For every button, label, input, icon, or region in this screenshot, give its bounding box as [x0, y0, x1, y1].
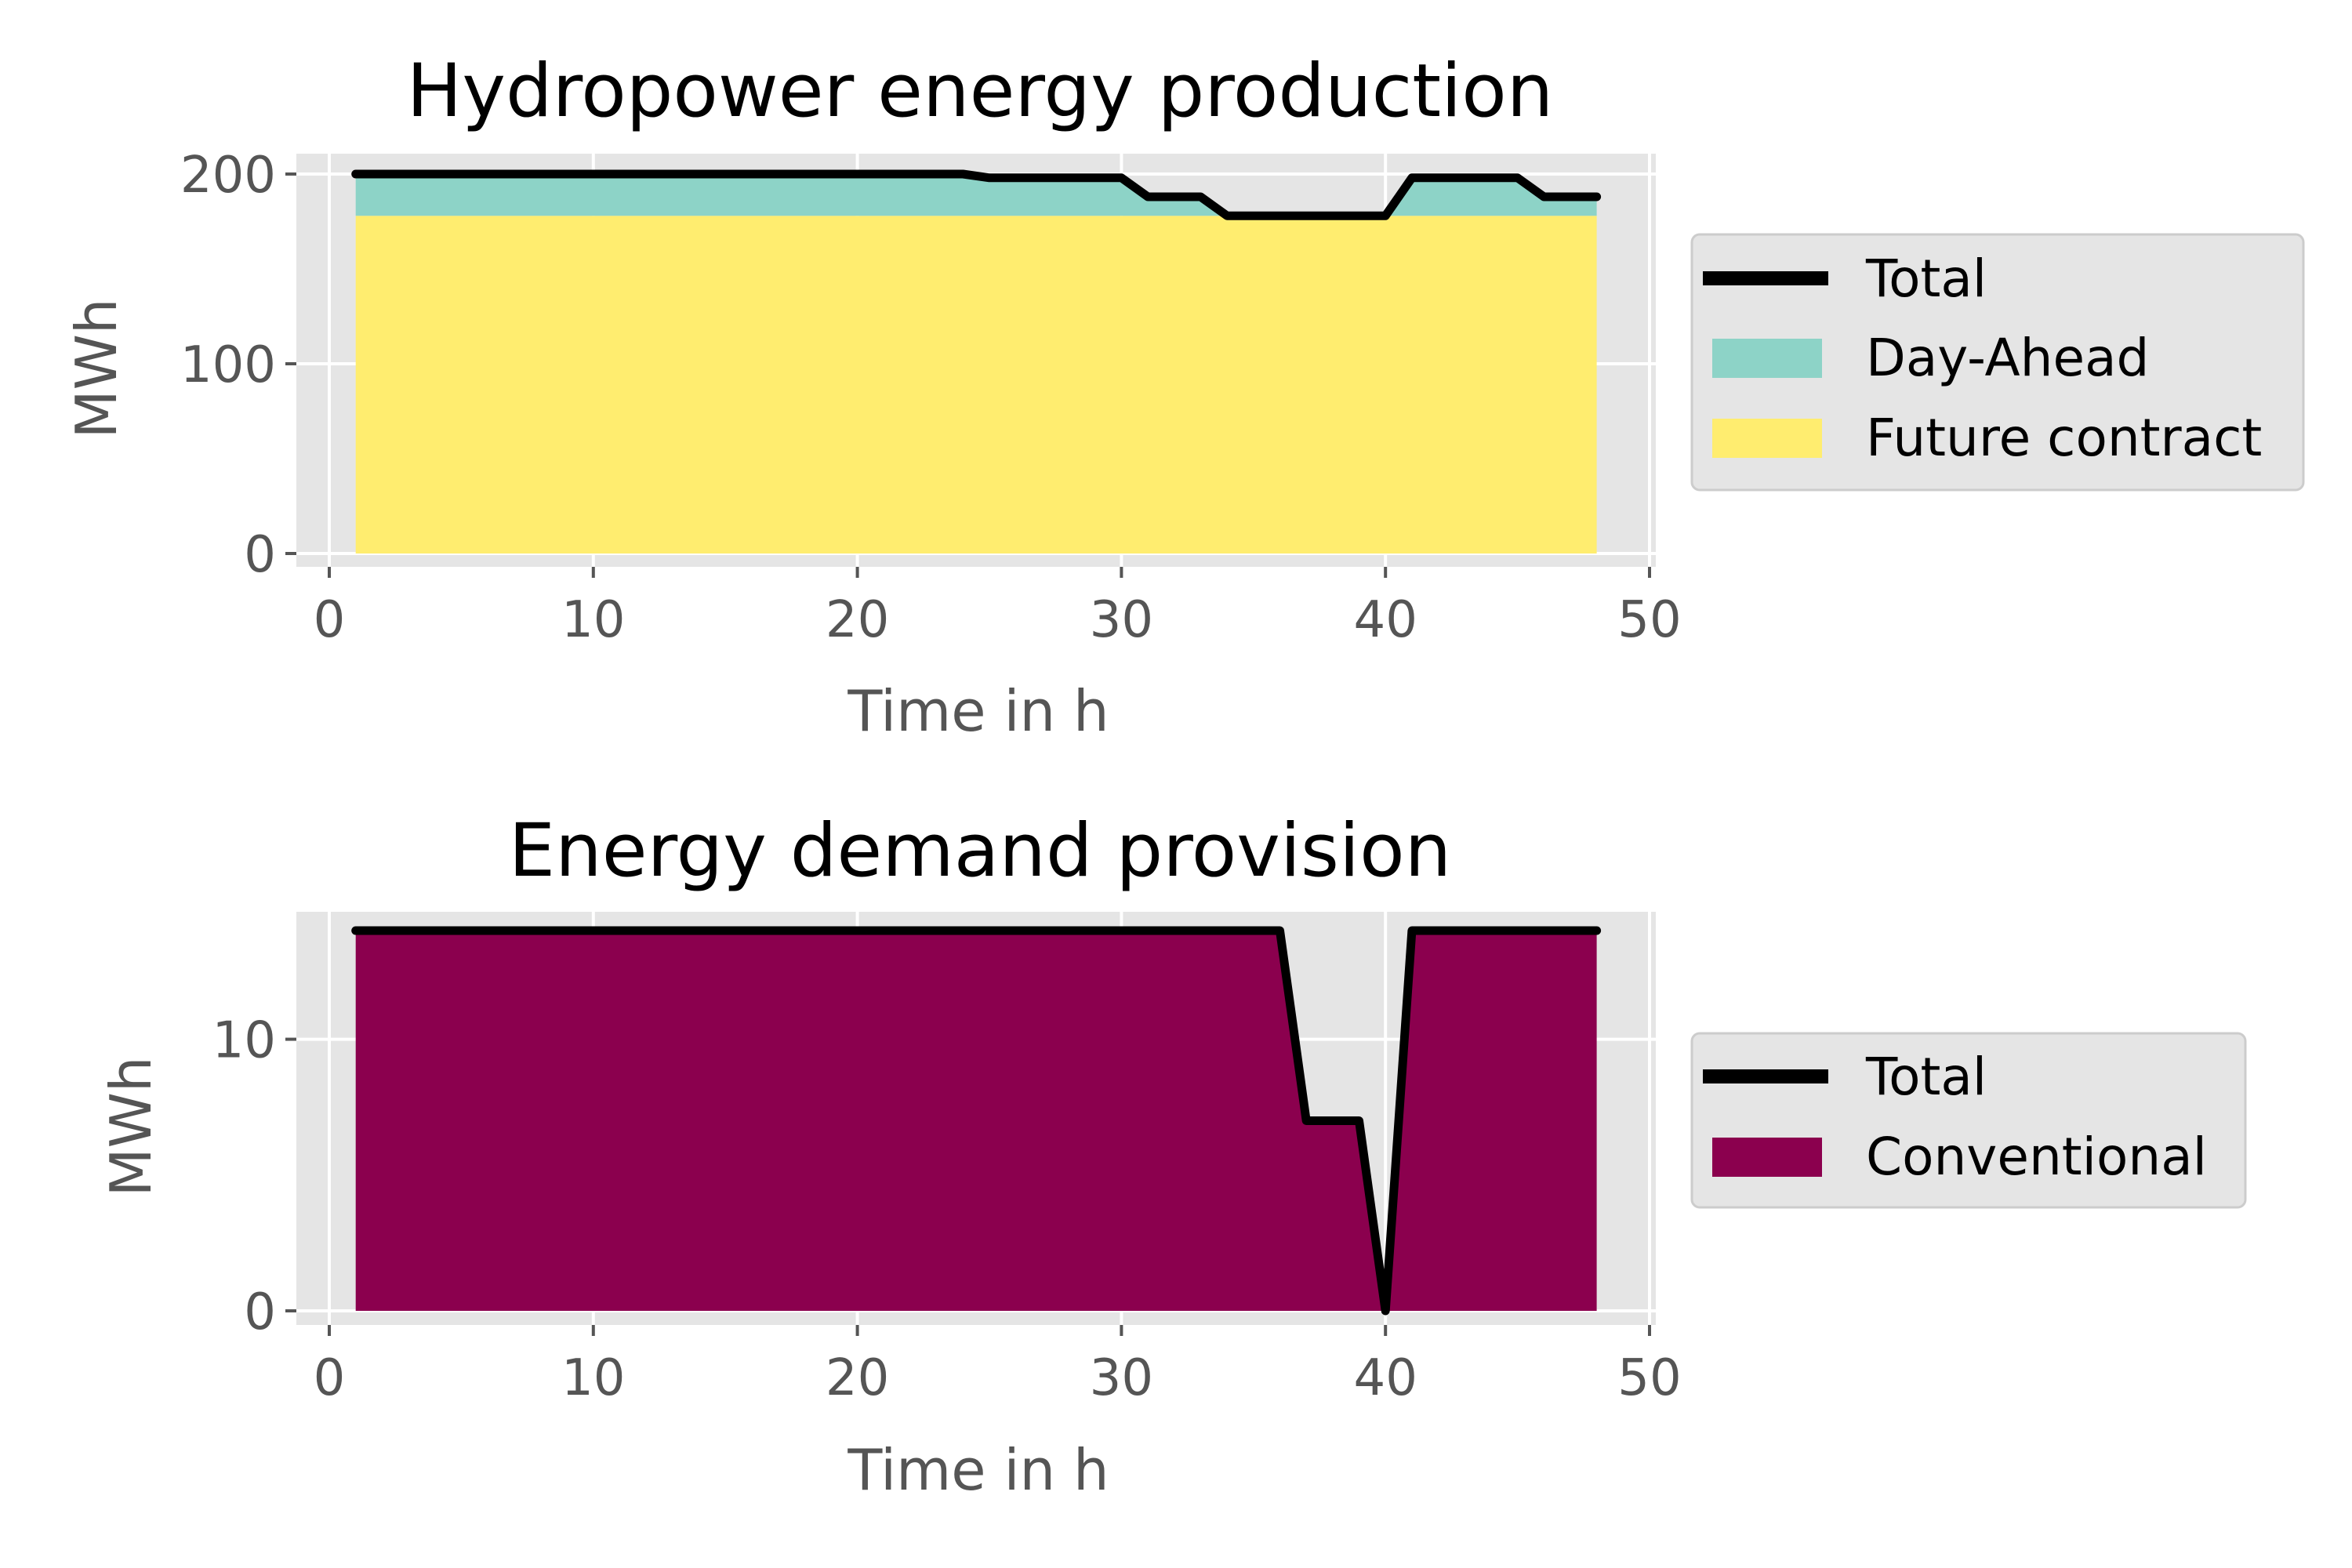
- area-future-contract: [355, 216, 1597, 554]
- y-axis: 0 10: [212, 1012, 296, 1341]
- x-axis: 0 10 20 30 40 50: [314, 567, 1682, 649]
- line-layer: [351, 926, 1602, 1316]
- legend-label-conventional: Conventional: [1866, 1127, 2207, 1187]
- x-tick-label: 0: [314, 591, 346, 649]
- legend: Total Conventional: [1690, 1032, 2247, 1209]
- x-tick-label: 20: [826, 1349, 889, 1407]
- x-axis-label: Time in h: [847, 678, 1109, 744]
- y-tick-label: 0: [244, 526, 276, 584]
- legend-swatch-future-contract: [1712, 419, 1822, 458]
- x-tick-label: 50: [1617, 591, 1681, 649]
- area-layer: [355, 174, 1597, 554]
- x-tick-label: 40: [1353, 591, 1417, 649]
- y-tick-label: 100: [180, 336, 276, 394]
- area-conventional: [355, 931, 1597, 1311]
- legend-label-future-contract: Future contract: [1866, 408, 2262, 468]
- chart-demand: Energy demand provision 0 10 20 30 40 50 010 …: [98, 808, 2247, 1503]
- x-tick-label: 10: [561, 591, 625, 649]
- x-tick-label: 30: [1090, 1349, 1153, 1407]
- y-axis-label: MWh: [64, 299, 129, 439]
- line-layer: [351, 169, 1602, 220]
- legend-label-total: Total: [1865, 1047, 1987, 1107]
- x-axis-label: Time in h: [847, 1437, 1109, 1503]
- area-layer: [355, 931, 1597, 1311]
- chart-title: Hydropower energy production: [407, 49, 1554, 134]
- y-tick-label: 200: [180, 147, 276, 205]
- legend-box: [1690, 1032, 2247, 1209]
- legend-swatch-conventional: [1712, 1138, 1822, 1177]
- x-tick-label: 20: [826, 591, 889, 649]
- legend: Total Day-Ahead Future contract: [1690, 233, 2305, 492]
- y-tick-label: 10: [212, 1012, 276, 1070]
- line-total: [351, 169, 1602, 220]
- x-tick-label: 40: [1353, 1349, 1417, 1407]
- legend-label-total: Total: [1865, 249, 1987, 309]
- y-tick-label: 0: [244, 1283, 276, 1341]
- legend-label-day-ahead: Day-Ahead: [1866, 328, 2149, 388]
- chart-title: Energy demand provision: [509, 808, 1451, 894]
- x-tick-label: 50: [1617, 1349, 1681, 1407]
- line-total: [351, 926, 1602, 1316]
- x-tick-label: 0: [314, 1349, 346, 1407]
- x-tick-label: 10: [561, 1349, 625, 1407]
- y-axis-label: MWh: [98, 1057, 164, 1197]
- area-day-ahead: [355, 174, 1597, 216]
- chart-hydropower: Hydropower energy production 0 10 20 30 40 50…: [64, 49, 2305, 744]
- y-axis: 0 100 200: [180, 147, 296, 584]
- x-axis: 0 10 20 30 40 50: [314, 1325, 1682, 1407]
- legend-box: [1690, 233, 2305, 492]
- x-tick-label: 30: [1090, 591, 1153, 649]
- legend-swatch-day-ahead: [1712, 339, 1822, 378]
